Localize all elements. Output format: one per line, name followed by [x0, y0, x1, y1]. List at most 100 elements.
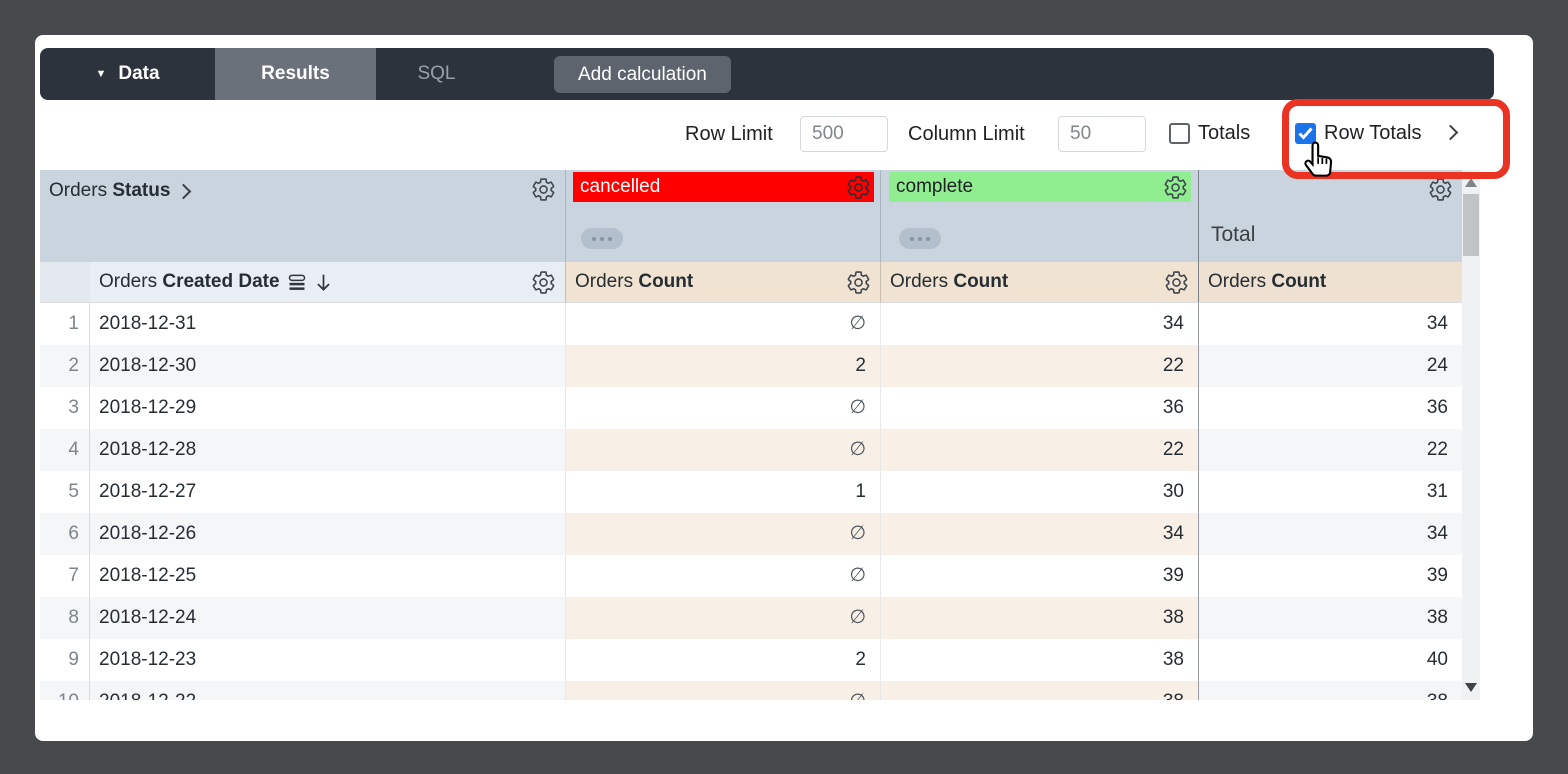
total-count-header[interactable]: Orders Count	[1198, 262, 1462, 303]
table-row: 4 2018-12-28 ∅ 22 22	[40, 429, 1462, 471]
complete-count-label: Orders Count	[881, 271, 1008, 293]
explore-data-panel: ▼ Data Results SQL Add calculation Row L…	[35, 35, 1533, 741]
total-count-cell[interactable]: 34	[1198, 303, 1462, 345]
scroll-down-arrow-icon[interactable]	[1465, 683, 1477, 692]
cancelled-count-cell[interactable]: ∅	[565, 555, 880, 597]
cancelled-count-cell[interactable]: ∅	[565, 681, 880, 700]
pivot-field-label: Orders Status	[49, 180, 192, 202]
total-gear-icon[interactable]	[1428, 177, 1453, 208]
date-granularity-icon[interactable]	[287, 272, 307, 292]
complete-count-cell[interactable]: 38	[880, 681, 1198, 700]
created-date-header[interactable]: Orders Created Date	[90, 262, 565, 303]
total-count-cell[interactable]: 40	[1198, 639, 1462, 681]
measure-name: Count	[638, 271, 694, 292]
row-number: 3	[40, 387, 90, 429]
created-date-cell[interactable]: 2018-12-31	[90, 303, 565, 345]
created-date-cell[interactable]: 2018-12-26	[90, 513, 565, 555]
row-number: 1	[40, 303, 90, 345]
complete-count-cell[interactable]: 38	[880, 639, 1198, 681]
complete-count-gear-icon[interactable]	[1164, 270, 1189, 301]
complete-more-button[interactable]	[899, 228, 941, 249]
created-date-cell[interactable]: 2018-12-30	[90, 345, 565, 387]
data-tab-bar: ▼ Data Results SQL Add calculation	[40, 48, 1494, 100]
cancelled-count-cell[interactable]: ∅	[565, 513, 880, 555]
pivot-field-gear-icon[interactable]	[531, 177, 556, 208]
cancelled-gear-icon[interactable]	[846, 175, 871, 206]
tab-results[interactable]: Results	[215, 48, 376, 100]
row-number: 6	[40, 513, 90, 555]
table-row: 10 2018-12-22 ∅ 38 38	[40, 681, 1462, 700]
totals-checkbox[interactable]	[1169, 123, 1190, 144]
pivot-field-prefix: Orders	[49, 180, 108, 201]
complete-count-cell[interactable]: 22	[880, 345, 1198, 387]
tab-sql-label: SQL	[417, 63, 456, 84]
created-date-cell[interactable]: 2018-12-27	[90, 471, 565, 513]
total-count-cell[interactable]: 36	[1198, 387, 1462, 429]
created-date-cell[interactable]: 2018-12-24	[90, 597, 565, 639]
complete-count-cell[interactable]: 34	[880, 303, 1198, 345]
created-date-cell[interactable]: 2018-12-25	[90, 555, 565, 597]
tab-sql[interactable]: SQL	[376, 48, 497, 100]
cancelled-count-header[interactable]: Orders Count	[565, 262, 880, 303]
created-date-cell[interactable]: 2018-12-23	[90, 639, 565, 681]
complete-count-cell[interactable]: 39	[880, 555, 1198, 597]
complete-count-cell[interactable]: 34	[880, 513, 1198, 555]
add-calculation-button[interactable]: Add calculation	[554, 56, 731, 93]
pivot-value-complete[interactable]: complete	[889, 172, 1191, 202]
column-limit-label: Column Limit	[908, 123, 1025, 145]
pivot-field-header[interactable]: Orders Status	[40, 170, 565, 262]
total-count-cell[interactable]: 38	[1198, 597, 1462, 639]
sort-desc-arrow-icon[interactable]	[314, 272, 333, 293]
pivot-column-cancelled: cancelled	[565, 170, 880, 262]
cancelled-count-cell[interactable]: ∅	[565, 429, 880, 471]
cancelled-more-button[interactable]	[581, 228, 623, 249]
row-totals-checkbox[interactable]	[1295, 123, 1316, 144]
created-date-cell[interactable]: 2018-12-29	[90, 387, 565, 429]
cancelled-count-cell[interactable]: ∅	[565, 387, 880, 429]
total-count-cell[interactable]: 38	[1198, 681, 1462, 700]
complete-gear-icon[interactable]	[1163, 175, 1188, 206]
row-number: 10	[40, 681, 90, 700]
cancelled-count-cell[interactable]: ∅	[565, 597, 880, 639]
cancelled-count-cell[interactable]: 2	[565, 345, 880, 387]
pivot-value-cancelled-label: cancelled	[580, 176, 661, 197]
column-limit-input[interactable]	[1058, 116, 1146, 152]
pivot-value-cancelled[interactable]: cancelled	[573, 172, 874, 202]
table-row: 3 2018-12-29 ∅ 36 36	[40, 387, 1462, 429]
cancelled-count-cell[interactable]: 1	[565, 471, 880, 513]
cancelled-count-cell[interactable]: 2	[565, 639, 880, 681]
table-row: 6 2018-12-26 ∅ 34 34	[40, 513, 1462, 555]
cancelled-count-gear-icon[interactable]	[846, 270, 871, 301]
complete-count-header[interactable]: Orders Count	[880, 262, 1198, 303]
created-date-cell[interactable]: 2018-12-28	[90, 429, 565, 471]
cancelled-count-cell[interactable]: ∅	[565, 303, 880, 345]
vertical-scrollbar[interactable]	[1462, 170, 1480, 700]
table-row: 8 2018-12-24 ∅ 38 38	[40, 597, 1462, 639]
pivot-value-complete-label: complete	[896, 176, 974, 197]
complete-count-cell[interactable]: 30	[880, 471, 1198, 513]
tab-results-label: Results	[261, 63, 330, 84]
data-section-toggle[interactable]: ▼ Data	[40, 48, 215, 100]
total-count-cell[interactable]: 31	[1198, 471, 1462, 513]
caret-down-icon: ▼	[95, 67, 107, 80]
measure-prefix: Orders	[1208, 271, 1267, 292]
created-date-gear-icon[interactable]	[531, 270, 556, 301]
scroll-up-arrow-icon[interactable]	[1465, 178, 1477, 187]
complete-count-cell[interactable]: 36	[880, 387, 1198, 429]
total-count-cell[interactable]: 22	[1198, 429, 1462, 471]
row-number-header	[40, 262, 90, 303]
row-totals-chevron-icon[interactable]	[1442, 124, 1459, 141]
complete-count-cell[interactable]: 22	[880, 429, 1198, 471]
row-number: 5	[40, 471, 90, 513]
row-totals-label: Row Totals	[1324, 122, 1422, 144]
complete-count-cell[interactable]: 38	[880, 597, 1198, 639]
total-count-cell[interactable]: 24	[1198, 345, 1462, 387]
row-limit-input[interactable]	[800, 116, 888, 152]
row-number: 7	[40, 555, 90, 597]
row-number: 2	[40, 345, 90, 387]
created-date-cell[interactable]: 2018-12-22	[90, 681, 565, 700]
total-count-cell[interactable]: 34	[1198, 513, 1462, 555]
scrollbar-thumb[interactable]	[1463, 194, 1479, 256]
total-count-cell[interactable]: 39	[1198, 555, 1462, 597]
